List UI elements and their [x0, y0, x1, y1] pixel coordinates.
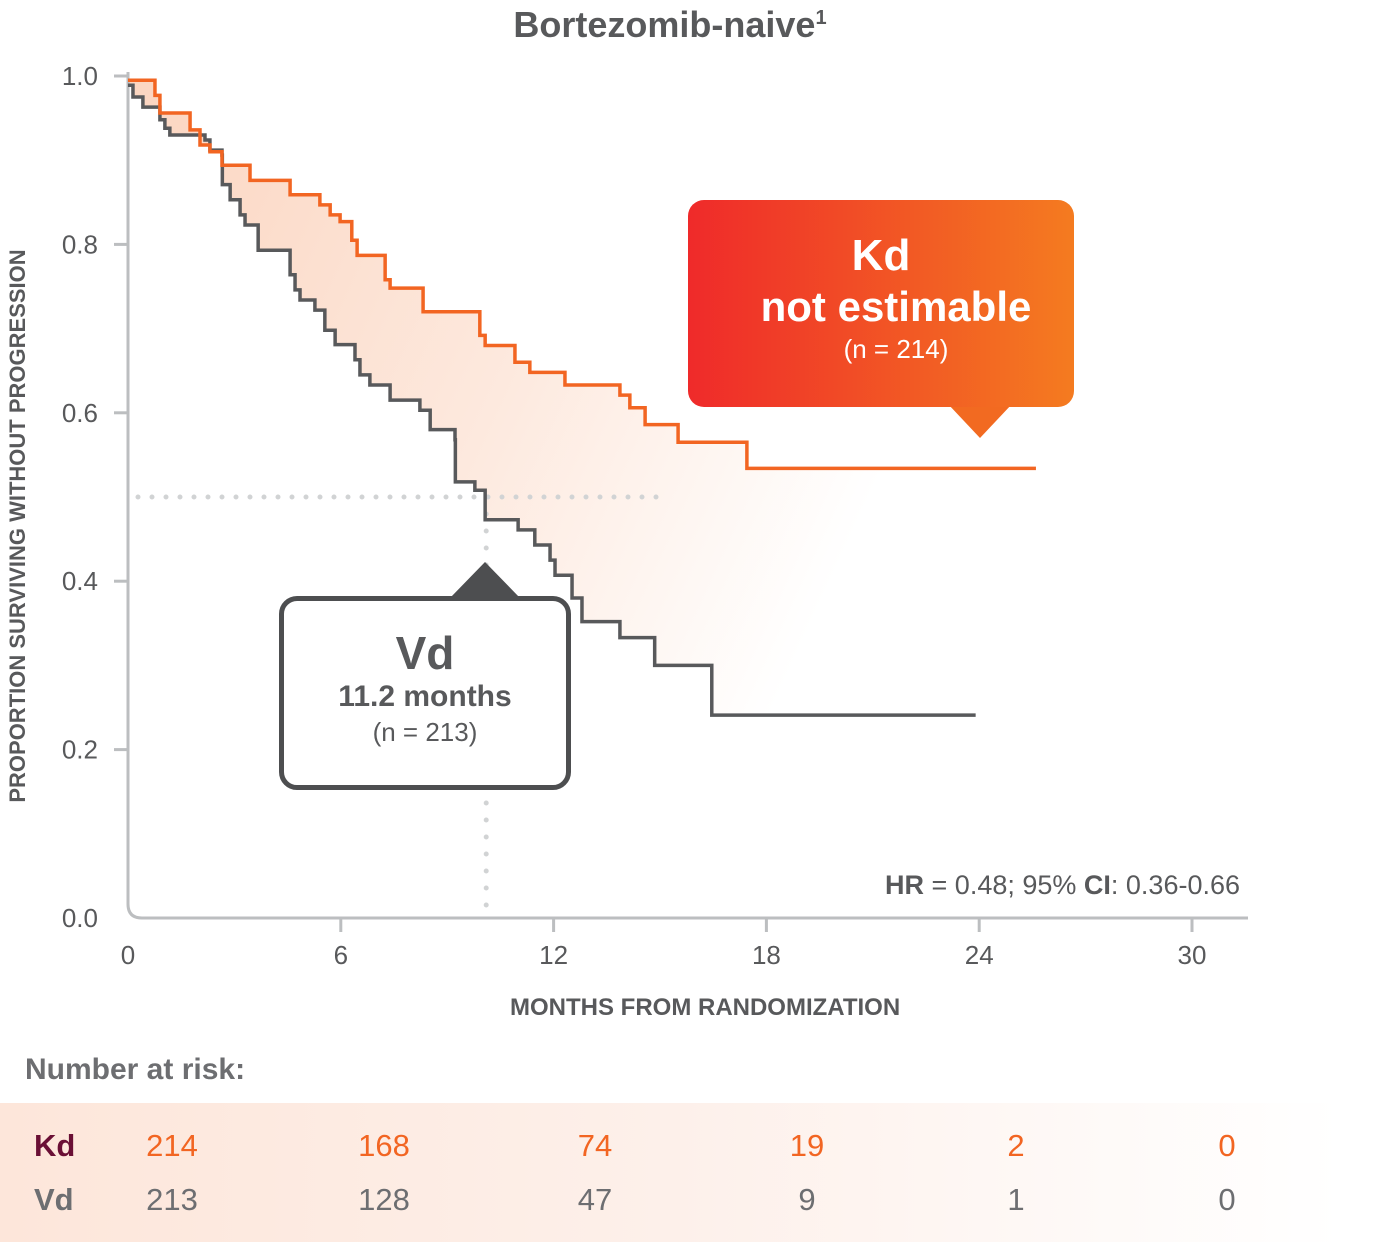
x-tick-label: 24	[965, 940, 994, 970]
between-curves-fill	[128, 80, 962, 716]
risk-row-label: Kd	[34, 1128, 76, 1163]
y-axis-label: PROPORTION SURVIVING WITHOUT PROGRESSION	[5, 249, 30, 803]
risk-row-vd: Vd 213 128 47 9 1 0	[0, 1182, 1340, 1222]
y-tick-label: 0.8	[62, 229, 98, 259]
hr-value: = 0.48; 95%	[924, 870, 1084, 900]
kd-callout-pointer	[948, 404, 1012, 438]
kd-callout-n: (n = 214)	[843, 334, 949, 364]
risk-cell: 19	[789, 1128, 825, 1163]
risk-cell: 213	[146, 1182, 198, 1217]
series-line-vd	[128, 83, 976, 717]
risk-row-label: Vd	[34, 1182, 74, 1217]
hr-label: HR	[885, 870, 925, 900]
x-tick-label: 0	[121, 940, 135, 970]
chart-title: Bortezomib-naive1	[0, 4, 1340, 46]
risk-row-kd: Kd 214 168 74 19 2 0	[0, 1128, 1340, 1168]
risk-table-title: Number at risk:	[25, 1053, 246, 1086]
vd-callout-title: Vd	[395, 627, 455, 679]
x-tick-label: 30	[1178, 940, 1207, 970]
x-axis-label: MONTHS FROM RANDOMIZATION	[510, 994, 901, 1021]
risk-cell: 214	[146, 1128, 198, 1163]
risk-cell: 47	[577, 1182, 613, 1217]
y-tick-label: 0.0	[62, 903, 98, 933]
axes	[126, 72, 1248, 920]
risk-cell: 74	[577, 1128, 613, 1163]
risk-table-band	[0, 1103, 1340, 1242]
risk-cell: 128	[358, 1182, 410, 1217]
vd-callout-n: (n = 213)	[372, 717, 478, 747]
vd-callout-pointer	[450, 562, 520, 598]
ci-value: : 0.36-0.66	[1110, 870, 1240, 900]
kd-callout: Kd not estimable (n = 214)	[688, 200, 1074, 407]
risk-cell: 9	[798, 1182, 816, 1217]
x-tick-label: 18	[752, 940, 781, 970]
kd-callout-value: not estimable	[760, 283, 1032, 330]
risk-cell: 0	[1218, 1182, 1236, 1217]
ci-label: CI	[1083, 870, 1111, 900]
risk-cell: 1	[1007, 1182, 1025, 1217]
kd-callout-title: Kd	[851, 231, 911, 280]
title-footnote: 1	[815, 7, 827, 29]
y-tick-label: 0.2	[62, 735, 98, 765]
y-tick-label: 1.0	[62, 61, 98, 91]
risk-cell: 2	[1007, 1128, 1025, 1163]
series-line-kd	[128, 78, 1036, 471]
vd-callout-value: 11.2 months	[338, 680, 512, 713]
y-tick-label: 0.4	[62, 566, 98, 596]
vd-callout: Vd 11.2 months (n = 213)	[279, 596, 571, 790]
chart-title-text: Bortezomib-naive	[513, 4, 816, 45]
hazard-ratio-text: HR = 0.48; 95% CI: 0.36-0.66	[700, 870, 1240, 901]
risk-cell: 0	[1218, 1128, 1236, 1163]
risk-cell: 168	[358, 1128, 410, 1163]
y-tick-label: 0.6	[62, 398, 98, 428]
x-tick-label: 12	[539, 940, 568, 970]
x-tick-label: 6	[334, 940, 348, 970]
